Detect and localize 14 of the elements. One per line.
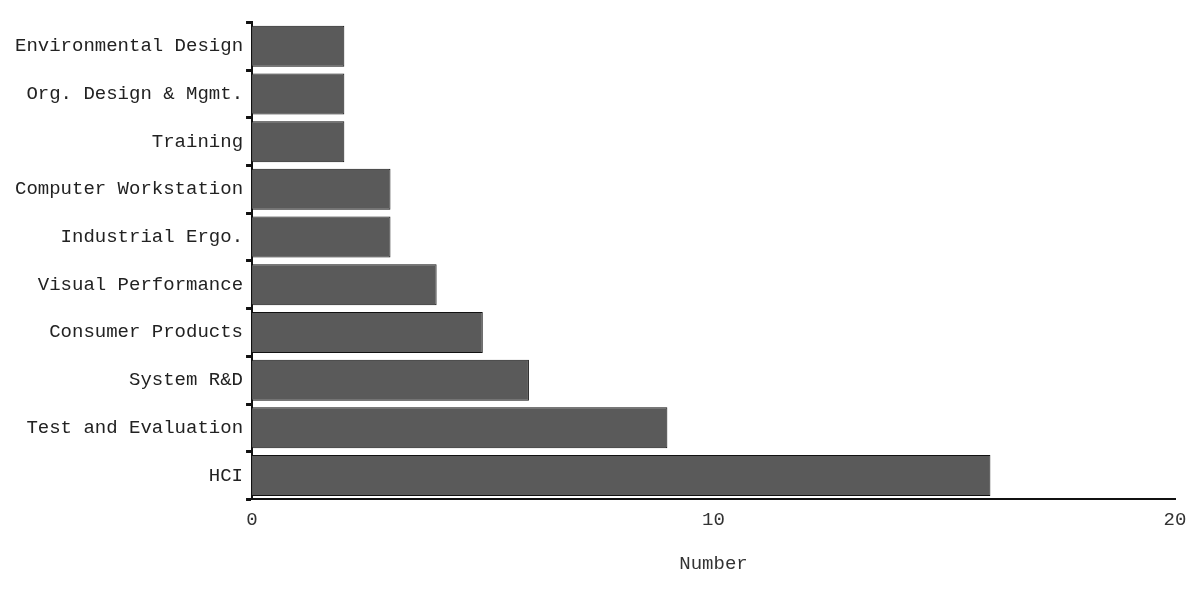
y-tick-label: Consumer Products bbox=[49, 321, 244, 344]
y-tick-label: Org. Design & Mgmt. bbox=[26, 82, 244, 105]
x-tick-label: 10 bbox=[702, 508, 725, 531]
y-tick-label: System R&D bbox=[129, 369, 244, 392]
y-tick-label: Test and Evaluation bbox=[26, 416, 244, 439]
y-tick-label: HCI bbox=[208, 464, 244, 487]
y-tick-label: Industrial Ergo. bbox=[60, 226, 244, 249]
y-tick-label: Computer Workstation bbox=[14, 178, 244, 201]
y-tick-label: Training bbox=[151, 130, 244, 153]
x-tick-label: 20 bbox=[1163, 508, 1187, 531]
y-tick-label: Environmental Design bbox=[14, 35, 244, 58]
y-tick-label: Visual Performance bbox=[37, 273, 244, 296]
x-axis-title: Number bbox=[679, 552, 748, 575]
x-tick-label: 0 bbox=[246, 508, 258, 531]
